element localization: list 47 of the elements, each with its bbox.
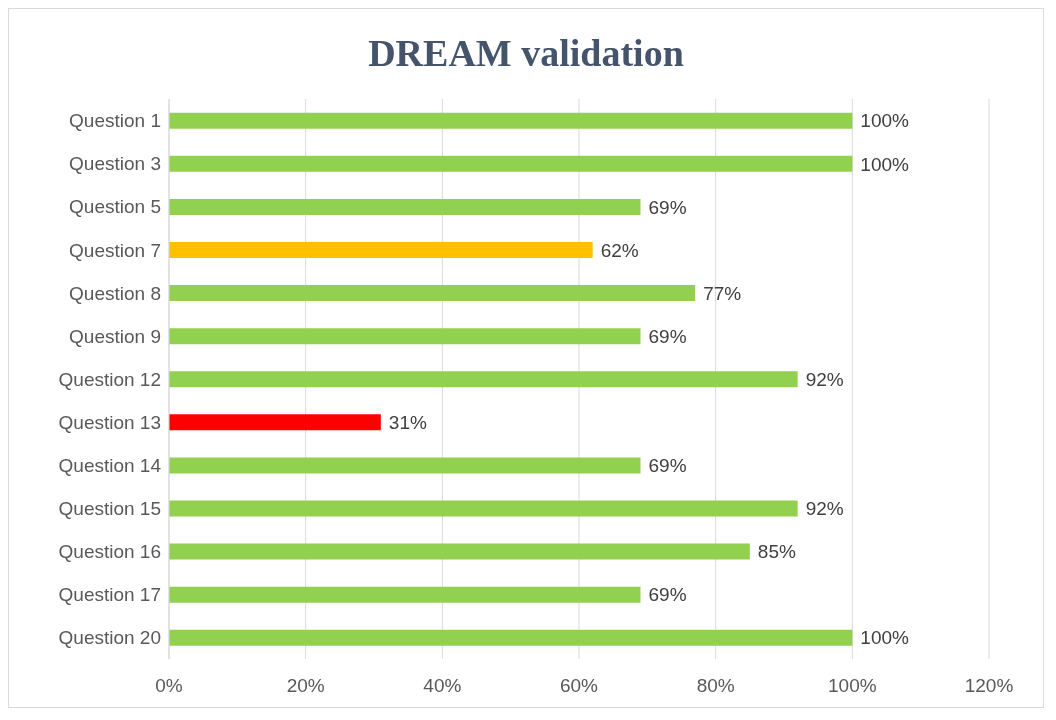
x-tick-label: 120% — [964, 675, 1014, 697]
data-label: 92% — [805, 498, 844, 520]
data-label: 69% — [648, 584, 687, 606]
data-label: 69% — [648, 196, 687, 218]
data-label: 85% — [757, 541, 796, 563]
data-label: 69% — [648, 325, 687, 347]
data-label: 100% — [860, 110, 910, 132]
y-tick-label: Question 1 — [69, 110, 161, 132]
bar — [169, 371, 798, 388]
data-label: 92% — [805, 368, 844, 390]
data-label: 77% — [703, 282, 742, 304]
data-label: 62% — [600, 239, 639, 261]
bar — [169, 500, 798, 517]
y-tick-label: Question 7 — [69, 239, 161, 261]
bar — [169, 198, 641, 215]
y-tick-label: Question 3 — [69, 153, 161, 175]
y-tick-label: Question 17 — [58, 584, 161, 606]
bar — [169, 629, 853, 646]
bar — [169, 112, 853, 129]
y-tick-label: Question 13 — [58, 411, 161, 433]
bar — [169, 457, 641, 474]
y-tick-label: Question 9 — [69, 325, 161, 347]
y-tick-label: Question 5 — [69, 196, 161, 218]
bar — [169, 328, 641, 345]
data-label: 31% — [388, 411, 427, 433]
data-label: 69% — [648, 455, 687, 477]
data-label: 100% — [860, 153, 910, 175]
y-tick-label: Question 15 — [58, 497, 161, 519]
x-tick-label: 40% — [423, 675, 462, 697]
x-tick-label: 60% — [559, 675, 599, 697]
x-tick-label: 0% — [155, 675, 183, 697]
y-tick-label: Question 20 — [58, 627, 161, 649]
x-tick-label: 80% — [696, 675, 735, 697]
bar — [169, 543, 750, 560]
bar — [169, 414, 381, 431]
bar — [169, 285, 696, 302]
bar — [169, 586, 641, 603]
bar — [169, 242, 593, 259]
chart-title: DREAM validation — [367, 31, 685, 76]
x-tick-label: 100% — [828, 675, 877, 697]
y-tick-label: Question 14 — [58, 454, 162, 476]
y-tick-label: Question 16 — [58, 541, 161, 563]
bar — [169, 155, 853, 172]
x-tick-label: 20% — [286, 675, 325, 697]
data-label: 100% — [860, 627, 910, 649]
y-tick-label: Question 12 — [58, 368, 161, 390]
y-tick-label: Question 8 — [69, 282, 161, 304]
